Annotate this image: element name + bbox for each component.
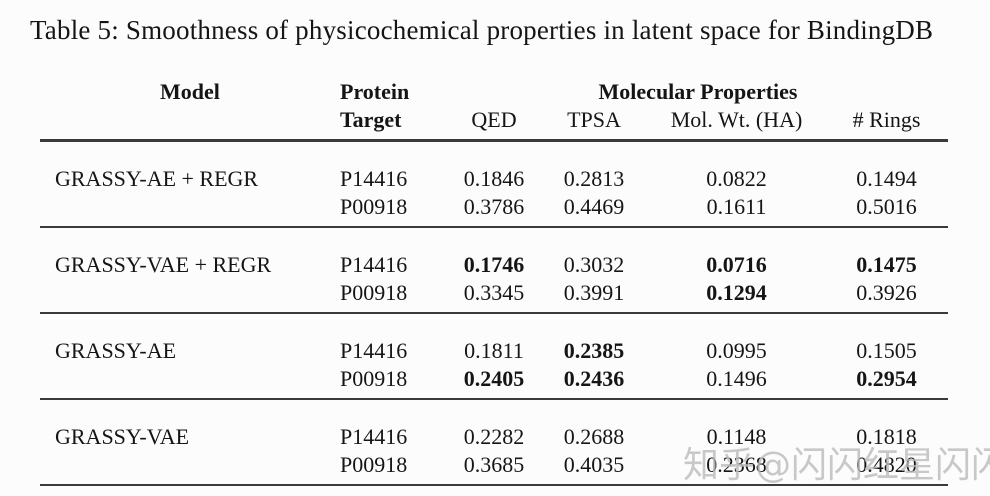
table-row: P00918 0.3345 0.3991 0.1294 0.3926 xyxy=(40,279,948,313)
value-cell: 0.3926 xyxy=(856,280,917,305)
value-cell: 0.1818 xyxy=(856,424,917,449)
value-cell: 0.3345 xyxy=(463,280,525,305)
value-cell: 0.1148 xyxy=(706,424,767,449)
table-section: GRASSY-AE + REGR P14416 0.1846 0.2813 0.0822… xyxy=(40,141,949,227)
results-table: Model Protein Molecular Properties Targe… xyxy=(40,78,949,486)
value-cell: 0.3786 xyxy=(463,194,525,219)
column-header-spacer xyxy=(40,106,340,141)
model-name xyxy=(40,451,340,485)
value-cell: 0.1611 xyxy=(706,194,767,219)
value-cell: 0.2954 xyxy=(856,366,917,391)
value-cell: 0.4035 xyxy=(563,452,625,477)
protein-target: P00918 xyxy=(340,194,408,219)
value-cell: 0.2436 xyxy=(563,366,625,391)
protein-target: P00918 xyxy=(340,366,408,391)
table-row: GRASSY-VAE + REGR P14416 0.1746 0.3032 0.071… xyxy=(40,227,948,279)
model-name: GRASSY-AE + REGR xyxy=(55,166,259,191)
value-cell: 0.3032 xyxy=(563,252,625,277)
column-header-model: Model xyxy=(160,79,220,104)
value-cell: 0.0716 xyxy=(706,252,767,277)
model-name xyxy=(40,365,340,399)
value-cell: 0.2385 xyxy=(563,338,625,363)
value-cell: 0.1496 xyxy=(706,366,767,391)
value-cell: 0.1811 xyxy=(464,338,524,363)
table-row: GRASSY-AE P14416 0.1811 0.2385 0.0995 0.1505 xyxy=(40,313,948,365)
table-row: GRASSY-AE + REGR P14416 0.1846 0.2813 0.0822… xyxy=(40,141,948,194)
column-header-rings: # Rings xyxy=(852,107,921,132)
table-row: P00918 0.3786 0.4469 0.1611 0.5016 xyxy=(40,193,948,227)
protein-target: P14416 xyxy=(340,338,408,363)
column-header-target: Target xyxy=(340,107,402,132)
value-cell: 0.1494 xyxy=(856,166,917,191)
value-cell: 0.1294 xyxy=(706,280,767,305)
page-title: Table 5: Smoothness of physicochemical p… xyxy=(30,15,934,45)
value-cell: 0.3991 xyxy=(563,280,625,305)
value-cell: 0.1505 xyxy=(856,338,917,363)
protein-target: P14416 xyxy=(340,252,408,277)
table-row: P00918 0.2405 0.2436 0.1496 0.2954 xyxy=(40,365,948,399)
table-row: P00918 0.3685 0.4035 0.2368 0.4820 xyxy=(40,451,948,485)
value-cell: 0.1475 xyxy=(856,252,917,277)
value-cell: 0.0995 xyxy=(706,338,767,363)
value-cell: 0.5016 xyxy=(856,194,917,219)
value-cell: 0.2368 xyxy=(706,452,767,477)
protein-target: P14416 xyxy=(340,166,408,191)
value-cell: 0.2405 xyxy=(463,366,525,391)
value-cell: 0.4469 xyxy=(563,194,625,219)
value-cell: 0.3685 xyxy=(463,452,525,477)
column-header-protein: Protein xyxy=(340,79,410,104)
column-header-molwt: Mol. Wt. (HA) xyxy=(670,107,803,132)
table-section: GRASSY-VAE P14416 0.2282 0.2688 0.1148 0.1818… xyxy=(40,399,949,485)
value-cell: 0.0822 xyxy=(706,166,767,191)
model-name xyxy=(40,279,340,313)
model-name: GRASSY-VAE + REGR xyxy=(55,252,272,277)
value-cell: 0.1846 xyxy=(463,166,525,191)
column-header-tpsa: TPSA xyxy=(567,107,621,132)
table-row: GRASSY-VAE P14416 0.2282 0.2688 0.1148 0.1818 xyxy=(40,399,948,451)
protein-target: P00918 xyxy=(340,280,408,305)
column-header-qed: QED xyxy=(471,107,517,132)
model-name xyxy=(40,193,340,227)
model-name: GRASSY-AE xyxy=(55,338,177,363)
value-cell: 0.2813 xyxy=(563,166,625,191)
table-header: Model Protein Molecular Properties Targe… xyxy=(40,78,949,141)
table-section: GRASSY-AE P14416 0.1811 0.2385 0.0995 0.1505 P… xyxy=(40,313,949,399)
protein-target: P14416 xyxy=(340,424,408,449)
protein-target: P00918 xyxy=(340,452,408,477)
column-header-molecular-properties: Molecular Properties xyxy=(598,79,798,104)
value-cell: 0.2688 xyxy=(563,424,625,449)
value-cell: 0.1746 xyxy=(463,252,525,277)
model-name: GRASSY-VAE xyxy=(55,424,190,449)
value-cell: 0.4820 xyxy=(856,452,917,477)
table-section: GRASSY-VAE + REGR P14416 0.1746 0.3032 0.071… xyxy=(40,227,949,313)
value-cell: 0.2282 xyxy=(463,424,525,449)
